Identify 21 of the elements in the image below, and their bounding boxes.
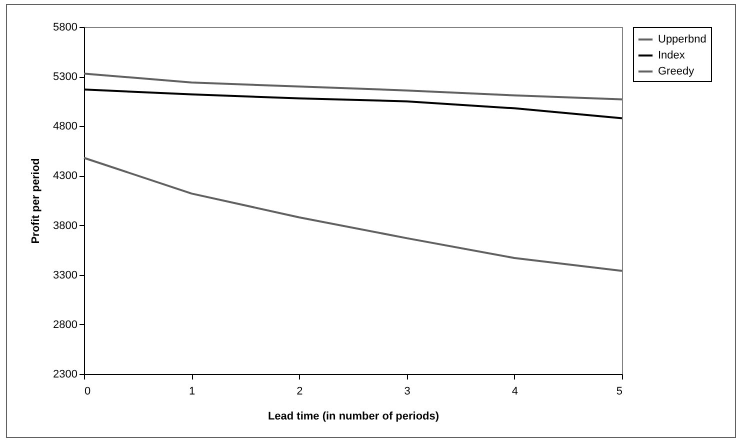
x-tick-label: 4 [512,386,518,398]
legend-label: Upperbnd [658,34,706,46]
x-tick-label: 5 [616,386,622,398]
y-tick-label: 2300 [53,368,78,380]
legend-label: Greedy [658,66,695,78]
x-tick-label: 0 [84,386,91,398]
y-axis-title: Profit per period [30,158,42,244]
y-tick-label: 4800 [53,120,78,133]
y-tick-label: 2800 [53,318,78,331]
x-tick-label: 1 [189,386,196,398]
legend-label: Index [658,50,686,62]
y-tick-label: 3300 [53,269,78,282]
line-series [83,72,623,100]
x-axis-title: Lead time (in number of periods) [268,410,440,422]
y-tick-label: 3800 [53,220,78,232]
y-tick-label: 5800 [53,22,78,34]
y-tick-label: 4300 [53,170,78,182]
line-series [83,156,623,272]
x-tick-label: 3 [404,386,410,398]
x-tick-label: 2 [296,386,303,398]
y-tick-label: 5300 [53,71,78,84]
